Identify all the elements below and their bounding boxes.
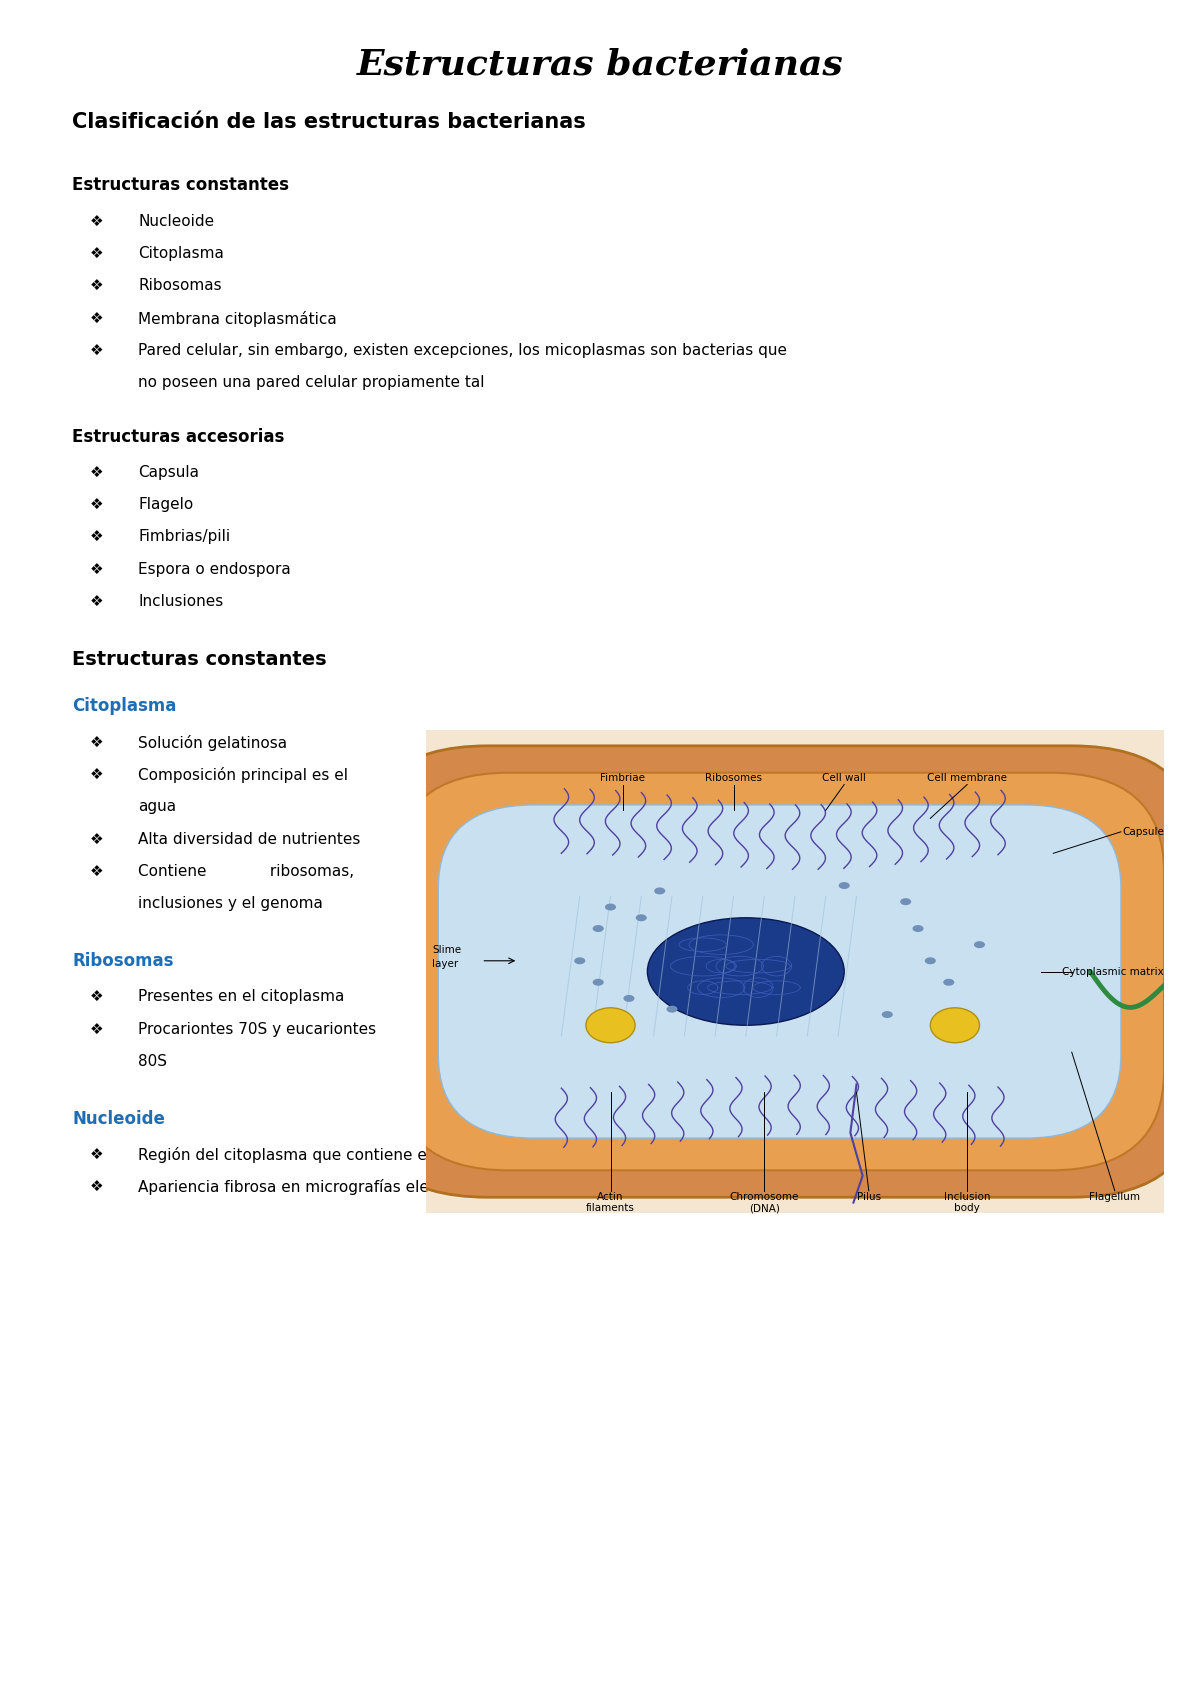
Text: ❖: ❖ [90, 214, 103, 229]
Text: Procariontes 70S y eucariontes: Procariontes 70S y eucariontes [138, 1022, 376, 1037]
Text: Fimbrias/pili: Fimbrias/pili [138, 529, 230, 545]
Text: Inclusion
body: Inclusion body [944, 1191, 990, 1213]
Ellipse shape [636, 915, 647, 921]
Text: ❖: ❖ [90, 735, 103, 750]
Text: Pilus: Pilus [857, 1191, 881, 1201]
Text: Nucleoide: Nucleoide [72, 1110, 164, 1129]
Text: Citoplasma: Citoplasma [138, 246, 224, 261]
Text: ❖: ❖ [90, 278, 103, 294]
Text: inclusiones y el genoma: inclusiones y el genoma [138, 896, 323, 911]
Text: Actin
filaments: Actin filaments [586, 1191, 635, 1213]
Text: Chromosome
(DNA): Chromosome (DNA) [730, 1191, 799, 1213]
Text: Ribosomas: Ribosomas [72, 952, 174, 971]
Text: Estructuras accesorias: Estructuras accesorias [72, 428, 284, 446]
Text: Contiene             ribosomas,: Contiene ribosomas, [138, 864, 354, 879]
Text: Región del citoplasma que contiene el genoma bacteriano: Región del citoplasma que contiene el ge… [138, 1147, 586, 1162]
Text: Apariencia fibrosa en micrografías electrónicas: Apariencia fibrosa en micrografías elect… [138, 1179, 498, 1195]
Text: ❖: ❖ [90, 1179, 103, 1195]
Text: Composición principal es el: Composición principal es el [138, 767, 348, 782]
Text: Presentes en el citoplasma: Presentes en el citoplasma [138, 989, 344, 1005]
Text: ❖: ❖ [90, 529, 103, 545]
Ellipse shape [654, 888, 665, 894]
Text: Cytoplasmic matrix: Cytoplasmic matrix [1062, 967, 1164, 976]
Text: Flagelo: Flagelo [138, 497, 193, 512]
Text: Capsula: Capsula [138, 465, 199, 480]
Text: ❖: ❖ [90, 832, 103, 847]
Text: Flagellum: Flagellum [1090, 1191, 1140, 1201]
Ellipse shape [605, 903, 616, 911]
Text: Espora o endospora: Espora o endospora [138, 562, 290, 577]
Text: ❖: ❖ [90, 767, 103, 782]
Ellipse shape [930, 1008, 979, 1042]
Text: Estructuras bacterianas: Estructuras bacterianas [356, 48, 844, 81]
Text: agua: agua [138, 799, 176, 815]
Text: no poseen una pared celular propiamente tal: no poseen una pared celular propiamente … [138, 375, 485, 390]
Text: 80S: 80S [138, 1054, 167, 1069]
Text: ❖: ❖ [90, 594, 103, 609]
FancyBboxPatch shape [300, 708, 1200, 1235]
Text: ❖: ❖ [90, 562, 103, 577]
Ellipse shape [912, 925, 924, 932]
Text: Cell wall: Cell wall [822, 774, 866, 784]
Text: Ribosomes: Ribosomes [706, 774, 762, 784]
Ellipse shape [593, 925, 604, 932]
Text: Clasificación de las estructuras bacterianas: Clasificación de las estructuras bacteri… [72, 112, 586, 132]
Text: Capsule: Capsule [1122, 826, 1164, 837]
Ellipse shape [943, 979, 954, 986]
Text: ❖: ❖ [90, 1147, 103, 1162]
Ellipse shape [624, 994, 635, 1001]
Text: Ribosomas: Ribosomas [138, 278, 222, 294]
Text: ❖: ❖ [90, 989, 103, 1005]
FancyBboxPatch shape [359, 747, 1200, 1198]
Text: Pared celular, sin embargo, existen excepciones, los micoplasmas son bacterias q: Pared celular, sin embargo, existen exce… [138, 343, 787, 358]
Ellipse shape [593, 979, 604, 986]
Text: ❖: ❖ [90, 497, 103, 512]
Text: Estructuras constantes: Estructuras constantes [72, 650, 326, 669]
Ellipse shape [974, 942, 985, 949]
Text: ❖: ❖ [90, 343, 103, 358]
Text: Fimbriae: Fimbriae [600, 774, 646, 784]
Text: Alta diversidad de nutrientes: Alta diversidad de nutrientes [138, 832, 360, 847]
Ellipse shape [575, 957, 586, 964]
Text: Nucleoide: Nucleoide [138, 214, 214, 229]
Text: Solución gelatinosa: Solución gelatinosa [138, 735, 287, 750]
Ellipse shape [882, 1011, 893, 1018]
Ellipse shape [900, 898, 911, 905]
Text: layer: layer [432, 959, 458, 969]
Text: ❖: ❖ [90, 465, 103, 480]
Text: ❖: ❖ [90, 246, 103, 261]
Ellipse shape [839, 882, 850, 889]
FancyBboxPatch shape [395, 772, 1164, 1171]
Text: ❖: ❖ [90, 1022, 103, 1037]
Ellipse shape [648, 918, 845, 1025]
FancyBboxPatch shape [438, 804, 1121, 1139]
Text: Slime: Slime [432, 945, 461, 955]
Text: Cell membrane: Cell membrane [928, 774, 1007, 784]
Text: ❖: ❖ [90, 311, 103, 326]
Text: Inclusiones: Inclusiones [138, 594, 223, 609]
Ellipse shape [925, 957, 936, 964]
Ellipse shape [666, 1006, 678, 1013]
Text: ❖: ❖ [90, 864, 103, 879]
Ellipse shape [586, 1008, 635, 1042]
Text: Estructuras constantes: Estructuras constantes [72, 176, 289, 195]
Text: Membrana citoplasmática: Membrana citoplasmática [138, 311, 337, 326]
Text: Citoplasma: Citoplasma [72, 697, 176, 716]
